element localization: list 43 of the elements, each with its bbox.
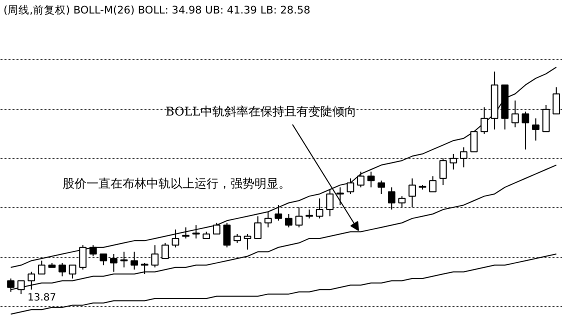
candlestick — [408, 178, 416, 208]
candlestick — [58, 262, 66, 277]
candlestick — [429, 176, 436, 192]
candlestick — [357, 171, 364, 188]
candlestick — [522, 111, 530, 150]
candlestick — [552, 86, 560, 114]
candlestick — [192, 224, 200, 239]
candlestick — [285, 213, 292, 228]
annotation: 13.87 — [28, 292, 56, 304]
candlestick — [254, 216, 262, 239]
candlestick — [460, 146, 468, 168]
candlestick — [212, 222, 220, 235]
candlestick — [439, 158, 447, 186]
candlestick — [326, 189, 334, 217]
candlestick — [450, 153, 458, 170]
candlestick — [480, 106, 488, 134]
candlestick — [346, 178, 354, 194]
candlestick — [398, 196, 406, 208]
candlestick — [110, 254, 118, 272]
candlestick — [542, 104, 550, 132]
candlestick — [264, 211, 272, 228]
annotation: 股价一直在布林中轨以上运行，强势明显。 — [62, 176, 290, 190]
candlestick — [172, 229, 180, 248]
candlestick — [151, 244, 159, 268]
candlestick — [223, 222, 231, 248]
candlestick — [162, 242, 169, 259]
candlestick — [336, 186, 344, 206]
candlestick — [130, 251, 138, 270]
candlestick — [511, 100, 519, 128]
candlestick — [274, 204, 282, 222]
candlestick — [388, 186, 396, 210]
candlestick — [532, 118, 540, 142]
candlestick — [378, 180, 386, 194]
annotation: BOLL中轨斜率在保持且有变陡倾向 — [166, 104, 356, 118]
chart-title: (周线,前复权) BOLL-M(26) BOLL: 34.98 UB: 41.39 LB: 28.58 — [4, 4, 310, 16]
candlestick — [295, 206, 303, 228]
candlestick — [68, 264, 76, 279]
candlestick — [89, 244, 97, 257]
candlestick — [470, 131, 478, 152]
candlestick — [367, 171, 375, 188]
candlestick — [100, 254, 108, 266]
candlestick — [316, 198, 324, 219]
candlestick — [244, 234, 252, 250]
